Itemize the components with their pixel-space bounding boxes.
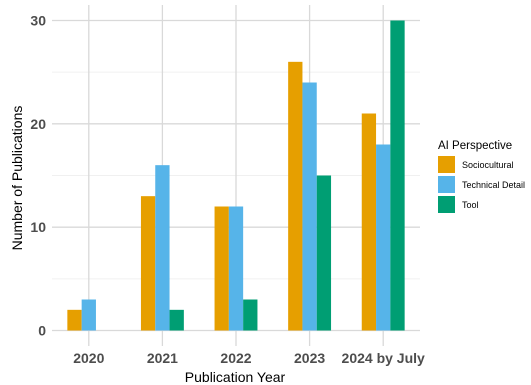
legend: AI Perspective Sociocultural Technical De… [438,140,525,213]
bar-sociocultural-2020 [67,309,82,331]
y-tick-labels: 0 10 20 30 [30,13,46,339]
legend-label-tool: Tool [462,200,479,210]
y-tick-label: 20 [30,116,46,132]
bar-sociocultural-2021 [140,196,156,331]
x-tick-label: 2022 [220,350,251,366]
x-tick-label: 2023 [294,350,325,366]
bar-tool-2021 [169,309,184,331]
legend-label-technical-detail: Technical Detail [462,180,525,190]
y-tick-label: 30 [30,13,46,29]
bar-marks [67,20,405,331]
x-tick-labels: 2020 2021 2022 2023 2024 by July [73,350,425,366]
bar-technical-detail-2020 [81,299,96,331]
legend-swatch-sociocultural [438,156,455,173]
x-tick-label: 2020 [73,350,104,366]
x-tick-label: 2021 [147,350,178,366]
x-axis-title: Publication Year [185,369,286,385]
legend-title: AI Perspective [438,140,512,152]
bar-tool-2024-by-july [390,20,405,331]
y-axis-title: Number of Publications [9,106,25,251]
bar-technical-detail-2022 [228,206,244,331]
bar-sociocultural-2024-by-july [361,113,377,331]
bar-technical-detail-2024-by-july [376,144,391,331]
y-tick-label: 0 [38,323,46,339]
y-tick-label: 10 [30,219,46,235]
bar-tool-2022 [243,299,258,331]
x-tick-label: 2024 by July [342,350,425,366]
bar-tool-2023 [316,175,332,331]
legend-swatch-technical-detail [438,176,455,193]
legend-label-sociocultural: Sociocultural [462,160,514,170]
bar-technical-detail-2023 [302,82,317,331]
bar-technical-detail-2021 [155,165,170,331]
legend-swatch-tool [438,196,455,213]
bar-sociocultural-2022 [214,206,229,331]
bar-sociocultural-2023 [288,61,303,331]
